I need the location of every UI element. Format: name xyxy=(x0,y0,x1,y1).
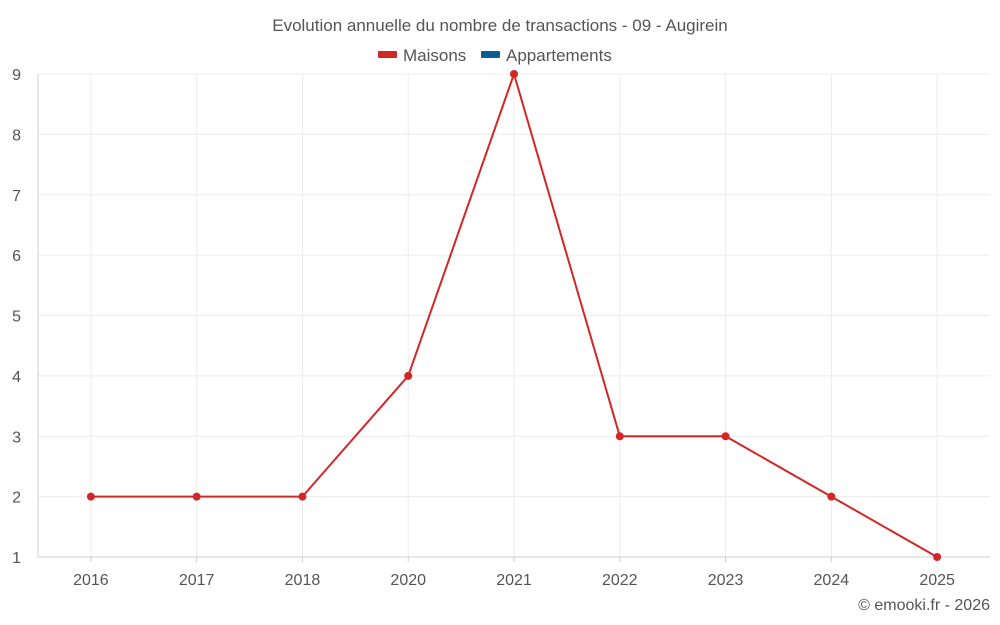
x-tick-label: 2016 xyxy=(73,572,109,589)
data-point-maisons xyxy=(86,492,95,501)
y-tick-label: 8 xyxy=(12,127,21,144)
y-tick-label: 6 xyxy=(12,248,21,265)
credit-text: © emooki.fr - 2026 xyxy=(858,597,990,614)
y-tick-label: 2 xyxy=(12,490,21,507)
legend-swatch-maisons xyxy=(378,51,397,58)
y-tick-label: 9 xyxy=(12,67,21,84)
legend-swatch-appartements xyxy=(481,51,500,58)
x-tick-label: 2025 xyxy=(919,572,955,589)
legend-label-maisons: Maisons xyxy=(403,46,466,65)
y-axis-ticks: 1 2 3 4 5 6 7 8 9 xyxy=(12,67,21,567)
legend: Maisons Appartements xyxy=(378,46,612,65)
x-tick-label: 2018 xyxy=(285,572,321,589)
data-point-maisons xyxy=(298,492,307,501)
x-tick-label: 2017 xyxy=(179,572,215,589)
x-tick-label: 2020 xyxy=(390,572,426,589)
data-point-maisons xyxy=(933,553,942,561)
legend-item-appartements[interactable]: Appartements xyxy=(481,46,612,65)
x-tick-label: 2022 xyxy=(602,572,638,589)
y-tick-label: 4 xyxy=(12,369,21,386)
legend-label-appartements: Appartements xyxy=(506,46,612,65)
x-axis-ticks: 2016 2017 2018 2020 2021 2022 2023 2024 2025 xyxy=(73,572,955,589)
data-point-maisons xyxy=(615,432,624,441)
y-tick-label: 7 xyxy=(12,188,21,205)
gridlines xyxy=(38,73,990,557)
chart-title: Evolution annuelle du nombre de transact… xyxy=(272,16,728,35)
legend-item-maisons[interactable]: Maisons xyxy=(378,46,466,65)
x-tick-label: 2021 xyxy=(496,572,532,589)
x-tick-label: 2024 xyxy=(814,572,850,589)
data-point-maisons xyxy=(721,432,730,441)
data-point-maisons xyxy=(510,70,518,78)
series-layer xyxy=(86,70,942,561)
axes xyxy=(37,74,990,562)
y-tick-label: 1 xyxy=(12,550,21,567)
x-tick-label: 2023 xyxy=(708,572,744,589)
y-tick-label: 3 xyxy=(12,429,21,446)
data-point-maisons xyxy=(827,492,836,501)
data-point-maisons xyxy=(404,371,413,380)
data-point-maisons xyxy=(192,492,201,501)
y-tick-label: 5 xyxy=(12,309,21,326)
